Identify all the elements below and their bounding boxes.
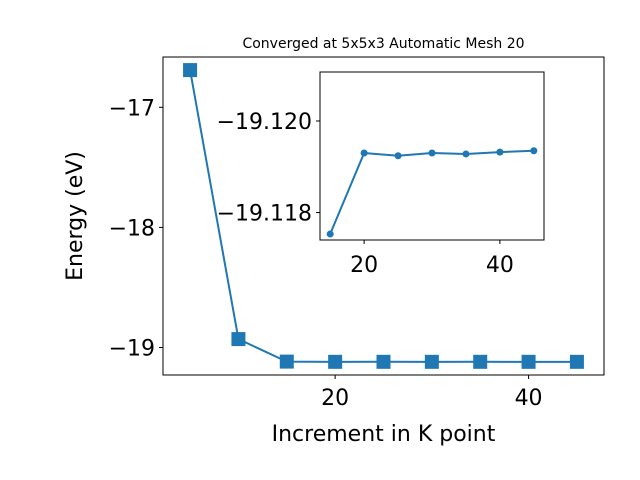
inset-data-point [360, 149, 368, 157]
inset-axes-frame [319, 71, 545, 241]
inset-data-point [496, 148, 504, 156]
main-x-ticks: 20 40 [321, 375, 543, 411]
x-axis-label: Increment in K point [272, 422, 496, 447]
main-data-point [231, 332, 246, 347]
main-data-point [473, 354, 488, 369]
inset-data-point [394, 152, 402, 160]
main-data-point [279, 354, 294, 369]
main-y-tick-label: −18 [109, 216, 155, 241]
inset-y-tick-label: −19.120 [217, 110, 312, 135]
inset-y-ticks: −19.120 −19.118 [217, 110, 320, 227]
inset-x-tick-label: 20 [350, 253, 378, 278]
main-x-tick-label: 20 [321, 386, 349, 411]
main-y-ticks: −17 −18 −19 [109, 96, 163, 361]
main-axes-frame [162, 56, 605, 376]
inset-axes: 20 40 −19.120−19.118 [217, 71, 545, 278]
main-data-point [183, 63, 198, 78]
main-series [183, 63, 584, 369]
inset-x-ticks: 20 40 [350, 240, 514, 278]
main-data-point [569, 354, 584, 369]
chart-title: Converged at 5x5x3 Automatic Mesh 20 [242, 36, 524, 52]
main-data-point [521, 354, 536, 369]
inset-data-point [428, 149, 436, 157]
main-y-tick-label: −19 [109, 336, 155, 361]
inset-data-point [530, 147, 538, 155]
inset-data-point [462, 150, 470, 158]
main-x-tick-label: 40 [515, 386, 543, 411]
main-data-point [376, 354, 391, 369]
inset-y-tick-label: −19.118 [217, 202, 312, 227]
inset-data-point [326, 230, 334, 238]
main-data-point [424, 354, 439, 369]
main-y-tick-label: −17 [109, 96, 155, 121]
main-data-point [328, 354, 343, 369]
inset-x-tick-label: 40 [486, 253, 514, 278]
y-axis-label: Energy (eV) [63, 151, 88, 281]
main-axes: 20 40 −17−18−19 Converged at 5x5x3 Automa… [63, 36, 605, 447]
inset-series [326, 147, 538, 238]
